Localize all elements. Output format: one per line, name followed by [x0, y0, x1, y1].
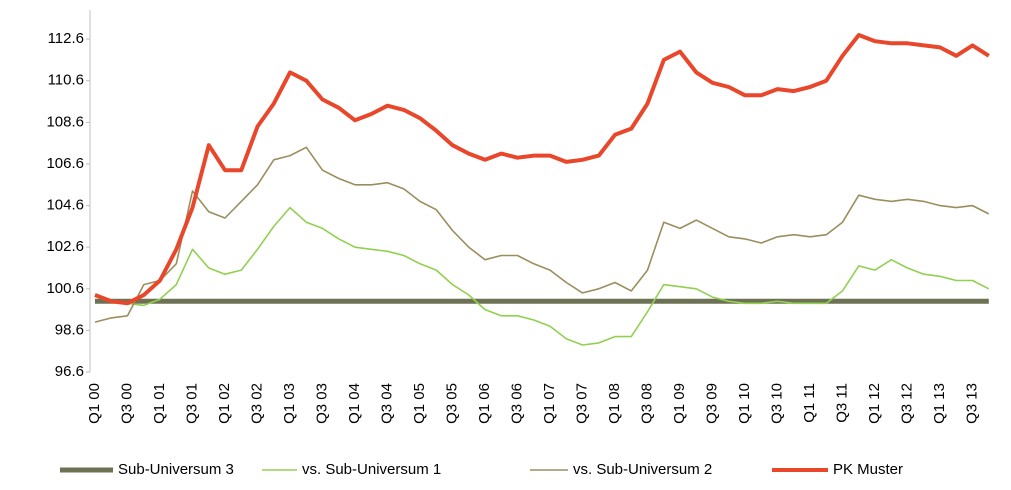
x-tick-label: Q3 11 — [833, 383, 850, 423]
x-tick-label: Q1 08 — [606, 383, 623, 424]
x-tick-label: Q3 04 — [378, 383, 395, 424]
x-tick-label: Q3 09 — [703, 383, 720, 424]
x-tick-label: Q1 10 — [736, 383, 753, 424]
x-tick-label: Q3 02 — [248, 383, 265, 424]
x-tick-label: Q3 01 — [183, 383, 200, 424]
series-line — [94, 206, 990, 346]
series-line — [94, 146, 990, 323]
x-tick-label: Q3 12 — [898, 383, 915, 424]
y-tick-label: 108.6 — [46, 113, 84, 130]
x-tick-label: Q1 06 — [476, 383, 493, 424]
legend-label: PK Muster — [833, 461, 903, 478]
legend-label: Sub-Universum 3 — [118, 461, 234, 478]
x-tick-label: Q3 08 — [638, 383, 655, 424]
x-tick-label: Q1 09 — [671, 383, 688, 424]
y-tick-label: 110.6 — [48, 72, 84, 89]
x-tick-label: Q3 06 — [508, 383, 525, 424]
x-tick-label: Q1 01 — [151, 383, 168, 424]
x-tick-label: Q1 12 — [866, 383, 883, 424]
x-tick-label: Q3 10 — [768, 383, 785, 424]
y-tick-label: 100.6 — [46, 280, 84, 297]
x-tick-label: Q3 05 — [443, 383, 460, 424]
x-tick-label: Q1 07 — [541, 383, 558, 424]
y-tick-label: 112.6 — [48, 30, 84, 47]
legend-label: vs. Sub-Universum 1 — [302, 461, 441, 478]
y-tick-label: 98.6 — [55, 321, 84, 338]
x-tick-label: Q3 07 — [573, 383, 590, 424]
x-tick-label: Q1 04 — [346, 383, 363, 424]
legend-label: vs. Sub-Universum 2 — [573, 461, 712, 478]
series-line — [94, 33, 990, 306]
y-tick-label: 106.6 — [46, 155, 84, 172]
x-tick-label: Q1 03 — [281, 383, 298, 424]
x-tick-label: Q3 13 — [963, 383, 980, 424]
x-tick-label: Q3 00 — [118, 383, 135, 424]
y-tick-label: 104.6 — [46, 197, 84, 214]
y-tick-label: 96.6 — [55, 363, 84, 380]
x-tick-label: Q1 00 — [86, 383, 103, 424]
x-tick-label: Q1 05 — [411, 383, 428, 424]
y-tick-label: 102.6 — [46, 238, 84, 255]
x-tick-label: Q1 13 — [931, 383, 948, 424]
x-tick-label: Q3 03 — [313, 383, 330, 424]
x-tick-label: Q1 11 — [801, 383, 818, 423]
x-tick-label: Q1 02 — [216, 383, 233, 424]
